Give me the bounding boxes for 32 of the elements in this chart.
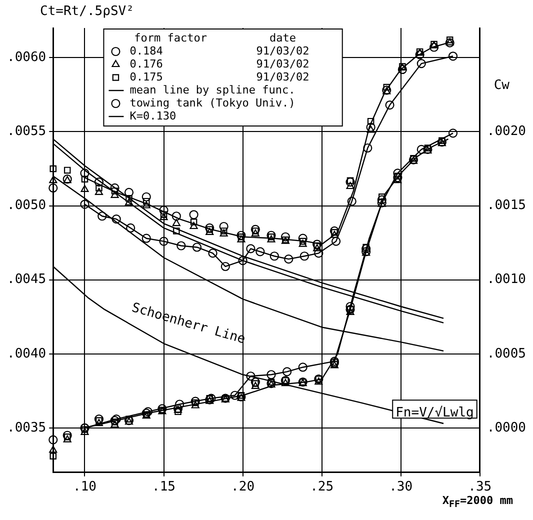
y-tick-label: .0045 bbox=[6, 272, 46, 288]
y-tick-label: .0050 bbox=[6, 198, 46, 214]
legend-label: K=0.130 bbox=[130, 109, 176, 122]
y-axis-title: Ct=Rt/.5ρSV² bbox=[40, 4, 134, 19]
legend-label: 0.176 bbox=[130, 57, 163, 70]
y-tick-label: .0035 bbox=[6, 420, 46, 436]
legend-label: mean line by spline func. bbox=[130, 83, 296, 96]
y2-tick-label: .0020 bbox=[486, 124, 526, 140]
x-axis-title: Fn=V/√Lwlg bbox=[396, 406, 474, 421]
x-tick-label: .35 bbox=[468, 480, 492, 495]
y2-tick-label: .0015 bbox=[486, 198, 526, 214]
y2-tick-label: .0005 bbox=[486, 346, 526, 362]
y2-axis-title: Cw bbox=[494, 78, 510, 93]
x-tick-label: .15 bbox=[152, 480, 176, 495]
x-tick-label: .10 bbox=[73, 480, 96, 495]
y-tick-label: .0040 bbox=[6, 346, 46, 362]
y-tick-label: .0055 bbox=[6, 124, 46, 140]
y-tick-label: .0060 bbox=[6, 50, 46, 65]
annotation: 91/03/02 bbox=[256, 57, 310, 70]
legend-title: form factor bbox=[134, 31, 208, 44]
x-tick-label: .30 bbox=[389, 480, 413, 495]
x-tick-label: .25 bbox=[310, 480, 334, 495]
annotation: date bbox=[269, 31, 296, 44]
legend-label: towing tank (Tokyo Univ.) bbox=[130, 96, 296, 110]
text: X$_{FF}$=2000 mm bbox=[442, 494, 513, 511]
annotation: 91/03/02 bbox=[256, 44, 310, 58]
y2-tick-label: .0000 bbox=[486, 420, 526, 436]
y2-tick-label: .0010 bbox=[486, 272, 526, 288]
x-tick-label: .20 bbox=[231, 480, 255, 495]
annotation: 91/03/02 bbox=[256, 70, 310, 84]
legend-label: 0.184 bbox=[130, 44, 164, 58]
legend-label: 0.175 bbox=[130, 70, 163, 84]
